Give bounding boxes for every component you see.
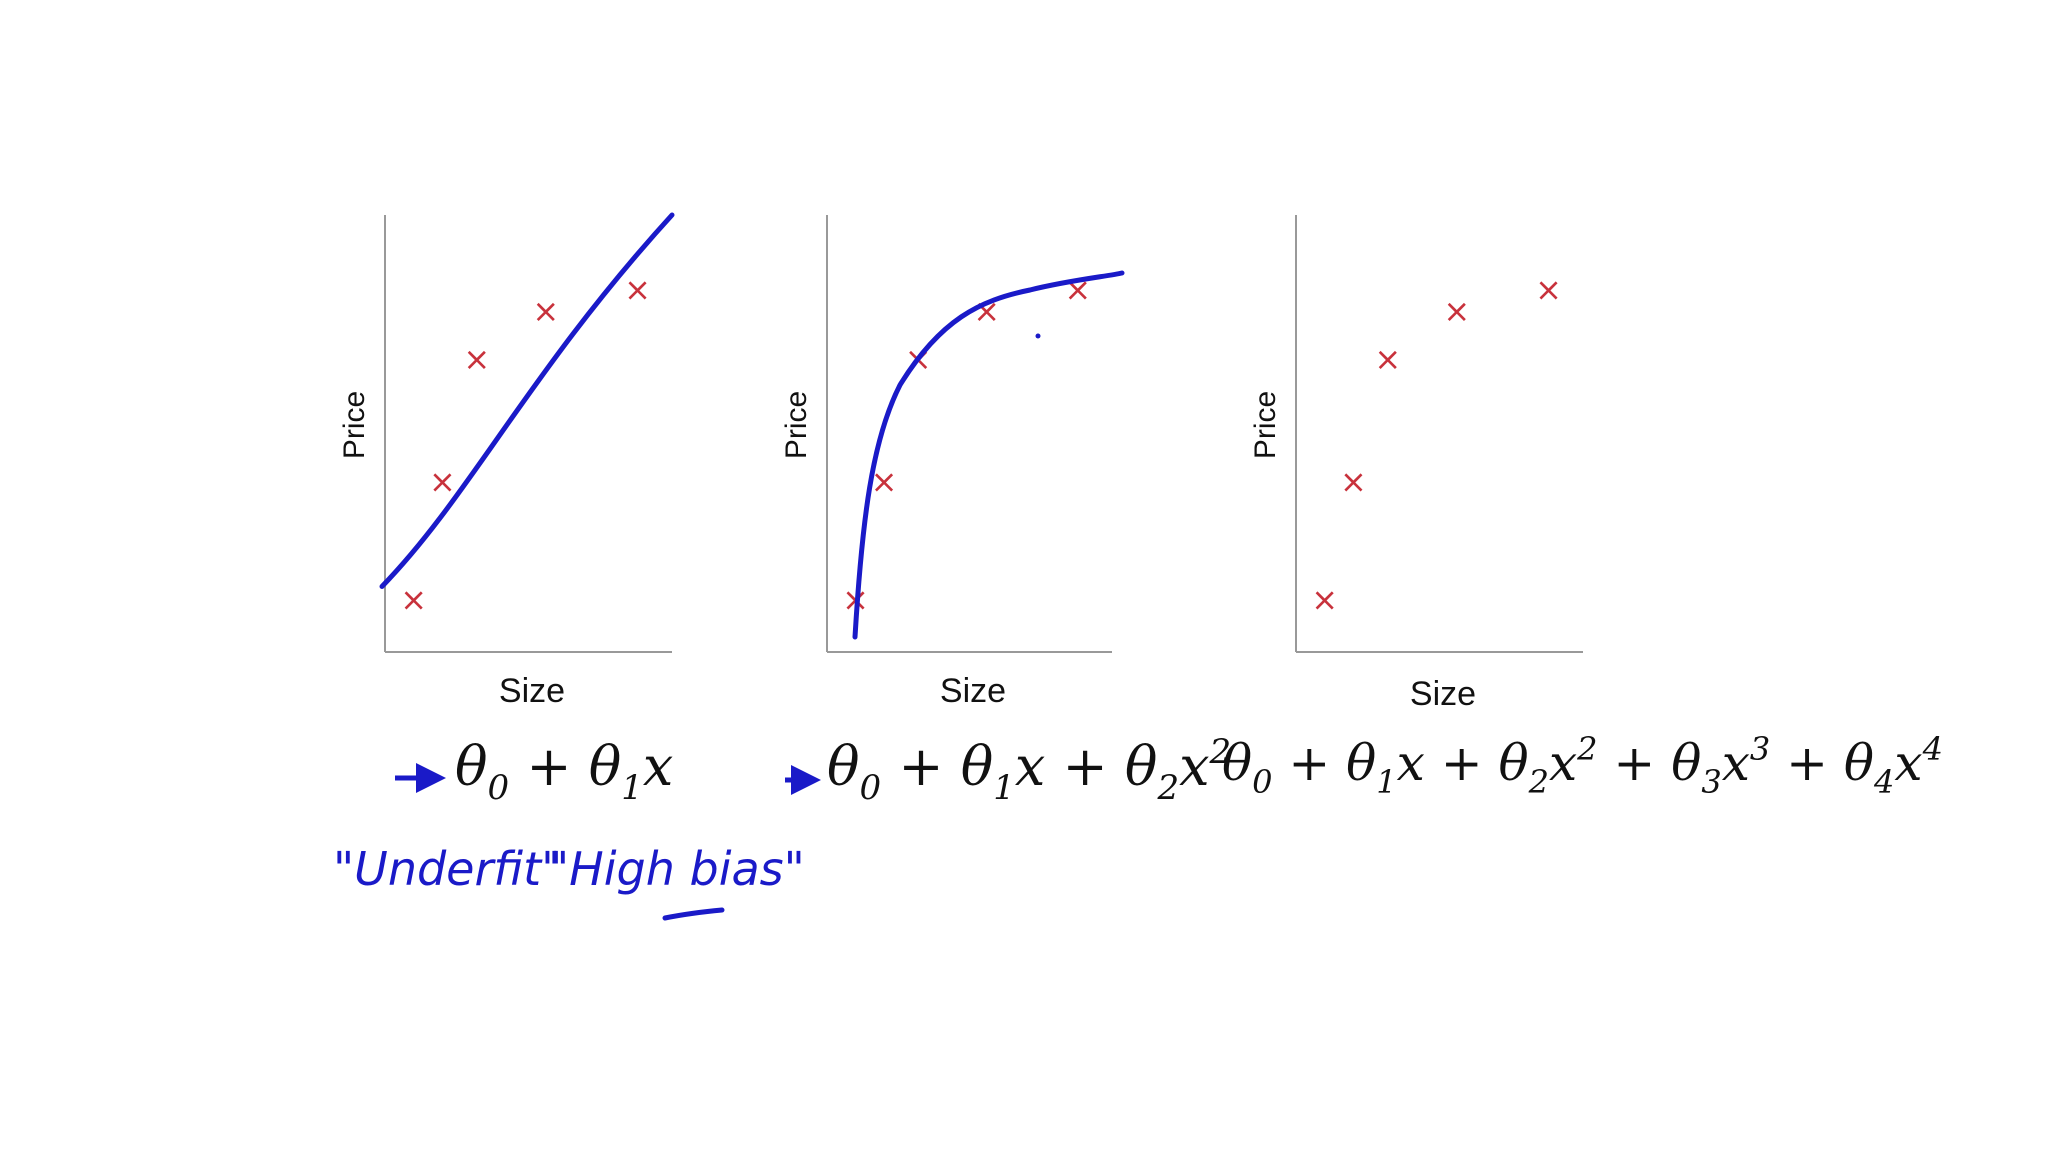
y-axis-label: Price: [1249, 391, 1282, 459]
data-point: ×: [624, 270, 651, 308]
annotation-underfit: "Underfit": [333, 842, 562, 896]
data-point: ×: [532, 292, 559, 330]
fit-line: [379, 212, 675, 589]
formula-linear: θ0 + θ1x: [455, 735, 673, 808]
stray-dot: [1035, 333, 1041, 339]
panel-quartic: Price Size × × × × × θ0 + θ1x + θ2x2 + θ3x3 …: [1222, 215, 1943, 801]
data-point: ×: [463, 340, 490, 378]
data-point: ×: [429, 463, 456, 501]
underline-bias: [662, 907, 725, 921]
data-point: ×: [1340, 463, 1367, 501]
formula-quartic: θ0 + θ1x + θ2x2 + θ3x3 + θ4x4: [1222, 730, 1943, 801]
x-axis-label: Size: [940, 672, 1006, 710]
y-axis-label: Price: [338, 391, 371, 459]
fit-curve: [852, 270, 1125, 640]
y-axis-label: Price: [780, 391, 813, 459]
x-axis-label: Size: [499, 672, 565, 710]
point-group: × × × × ×: [1311, 270, 1562, 618]
annotation-high-bias: "High bias": [548, 842, 805, 896]
x-axis-label: Size: [1410, 675, 1476, 713]
data-point: ×: [1535, 270, 1562, 308]
data-point: ×: [400, 581, 427, 619]
panel-quadratic: Price Size ××××× θ0 + θ1x + θ2x2: [780, 215, 1231, 808]
data-point: ×: [1374, 340, 1401, 378]
point-group: × × × × ×: [400, 270, 651, 618]
formula-quadratic: θ0 + θ1x + θ2x2: [827, 732, 1231, 808]
panel-linear: Price Size × × × × × θ0 + θ1x "Underfit" "Hi…: [333, 212, 805, 921]
data-point: ×: [1443, 292, 1470, 330]
data-point: ×: [1311, 581, 1338, 619]
data-point: ×: [1064, 270, 1091, 308]
